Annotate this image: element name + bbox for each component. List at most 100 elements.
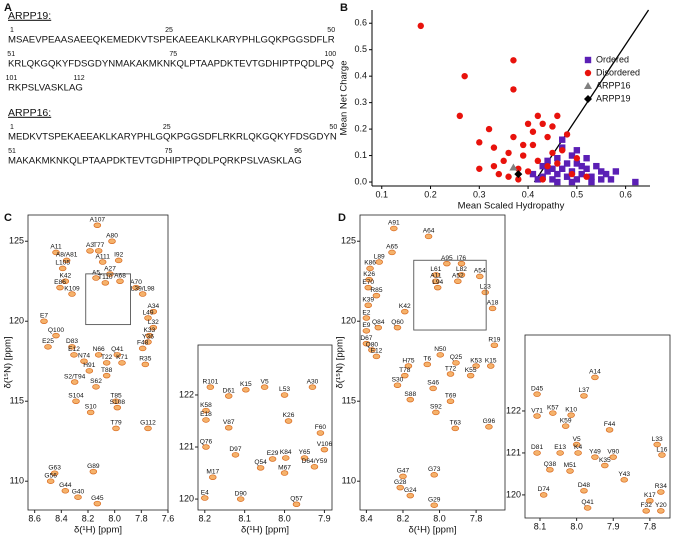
point [544,168,551,175]
point [583,165,590,172]
peak-label: K39 [362,296,374,303]
peak-label: A18 [487,300,499,307]
peak [316,430,325,436]
peak-label: G47 [397,468,410,475]
point [559,165,566,172]
point [612,168,620,175]
peak [44,344,52,350]
peak-label: K58 [200,402,212,409]
peak-label: K42 [59,272,71,279]
peaks [40,222,158,507]
residue-number: 50 [329,124,337,131]
point [578,170,585,178]
peak [466,372,475,379]
point [461,72,468,80]
peak-label: T78 [399,367,411,374]
peak [61,278,70,284]
point [549,176,556,183]
peaks [201,384,329,508]
peak-label: K109 [64,285,80,292]
peak [476,273,484,280]
peak [93,500,102,507]
peak-label: S62 [90,378,102,385]
peak [256,465,265,471]
point [554,170,561,178]
peak [620,477,628,483]
legend-marker [584,82,592,89]
peak-label: Q41 [111,346,124,353]
peak [432,409,440,416]
peak [574,450,582,456]
point [563,160,571,167]
peak [308,384,317,390]
peak-label: E29 [267,450,279,457]
peak-label: K57 [547,404,559,411]
peak-label: L16 [656,446,667,453]
plot-frame [524,334,671,519]
peak [605,427,614,433]
peak-label: E18 [200,411,212,418]
peak-label: K42 [399,303,411,310]
peak-label: E4 [201,489,209,496]
residue-number: 96 [294,148,302,155]
peak-label: K86 [364,260,376,267]
peak-label: Q80 [366,341,379,348]
peak [401,308,409,315]
peak-label: S46 [427,380,439,387]
point [544,133,551,141]
peak-label: K53 [470,357,482,364]
peak-label: L105 [55,260,70,267]
peak [102,360,111,366]
residue-number: 25 [165,27,173,34]
y-tick-label: 121 [179,441,194,451]
point [510,133,517,141]
y-tick-label: 110 [342,476,356,486]
peak-label: I76 [457,255,466,262]
peak-label: R19 [488,336,500,343]
point [573,155,581,162]
peak [404,363,413,369]
peak [102,372,111,379]
peak-label: E86 [54,279,66,286]
y-tick-label: 121 [506,447,521,457]
peak-label: Q41 [581,499,594,506]
peak [94,248,103,254]
peak [366,265,374,272]
peak [116,278,124,284]
peak-label: Y36 [142,333,154,340]
peak [281,455,290,461]
peak [280,392,289,398]
peak-label: V106 [317,441,333,448]
peak-label: K17 [644,492,656,499]
peak-label: Q60 [391,319,404,326]
peak-label: K33 [143,327,155,334]
peak-label: Q84 [372,319,385,326]
peak [112,398,120,404]
peak-label: L61 [430,266,441,273]
x-tick-label: 8.1 [534,521,547,531]
peak-label: M51 [564,462,577,469]
peak-label: L53 [279,386,290,393]
x-tick-label: 7.9 [607,521,620,531]
peak [539,492,548,498]
x-axis-label: δ(¹H) [ppm] [241,525,289,536]
peak [375,259,383,265]
peak-label: G112 [140,420,156,427]
x-tick-label: 8.2 [199,513,212,523]
peak [457,260,466,267]
peak-label: S108 [110,399,126,406]
point [554,155,561,162]
peak-label: Q54 [254,459,267,466]
point [549,149,556,157]
peak-label: M67 [278,464,291,471]
y-tick-label: 120 [506,489,521,499]
point [509,163,518,171]
peak [310,464,319,470]
peak-label: A5 [92,269,100,276]
peak [224,393,233,399]
peak [284,418,293,424]
point [510,57,517,64]
point [554,160,561,167]
peak [236,496,245,502]
peak-label: L39/L98 [131,285,155,292]
